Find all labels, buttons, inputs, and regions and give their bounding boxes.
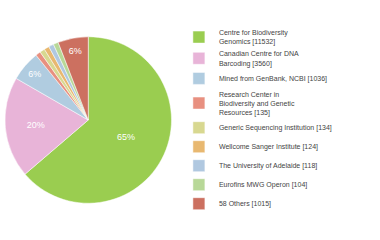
svg-text:Centre for BiodiversityGenomic: Centre for BiodiversityGenomics [11532] [219,29,288,46]
svg-text:6%: 6% [28,69,41,79]
svg-text:Canadian Centre for DNABarcodi: Canadian Centre for DNABarcoding [3560] [219,50,299,67]
svg-text:Research Center inBiodiversity: Research Center inBiodiversity and Genet… [219,91,295,117]
svg-text:58 Others [1015]: 58 Others [1015] [219,200,271,208]
svg-text:Eurofins MWG Operon [104]: Eurofins MWG Operon [104] [219,181,307,189]
svg-text:Generic Sequencing Institution: Generic Sequencing Institution [134] [219,124,332,132]
svg-text:20%: 20% [27,120,45,130]
svg-text:The University of Adelaide [11: The University of Adelaide [118] [219,162,317,170]
svg-text:6%: 6% [69,46,82,56]
svg-text:Mined from GenBank, NCBI [1036: Mined from GenBank, NCBI [1036] [219,75,327,83]
svg-text:Wellcome Sanger Institute [124: Wellcome Sanger Institute [124] [219,143,318,151]
svg-text:65%: 65% [117,132,135,142]
